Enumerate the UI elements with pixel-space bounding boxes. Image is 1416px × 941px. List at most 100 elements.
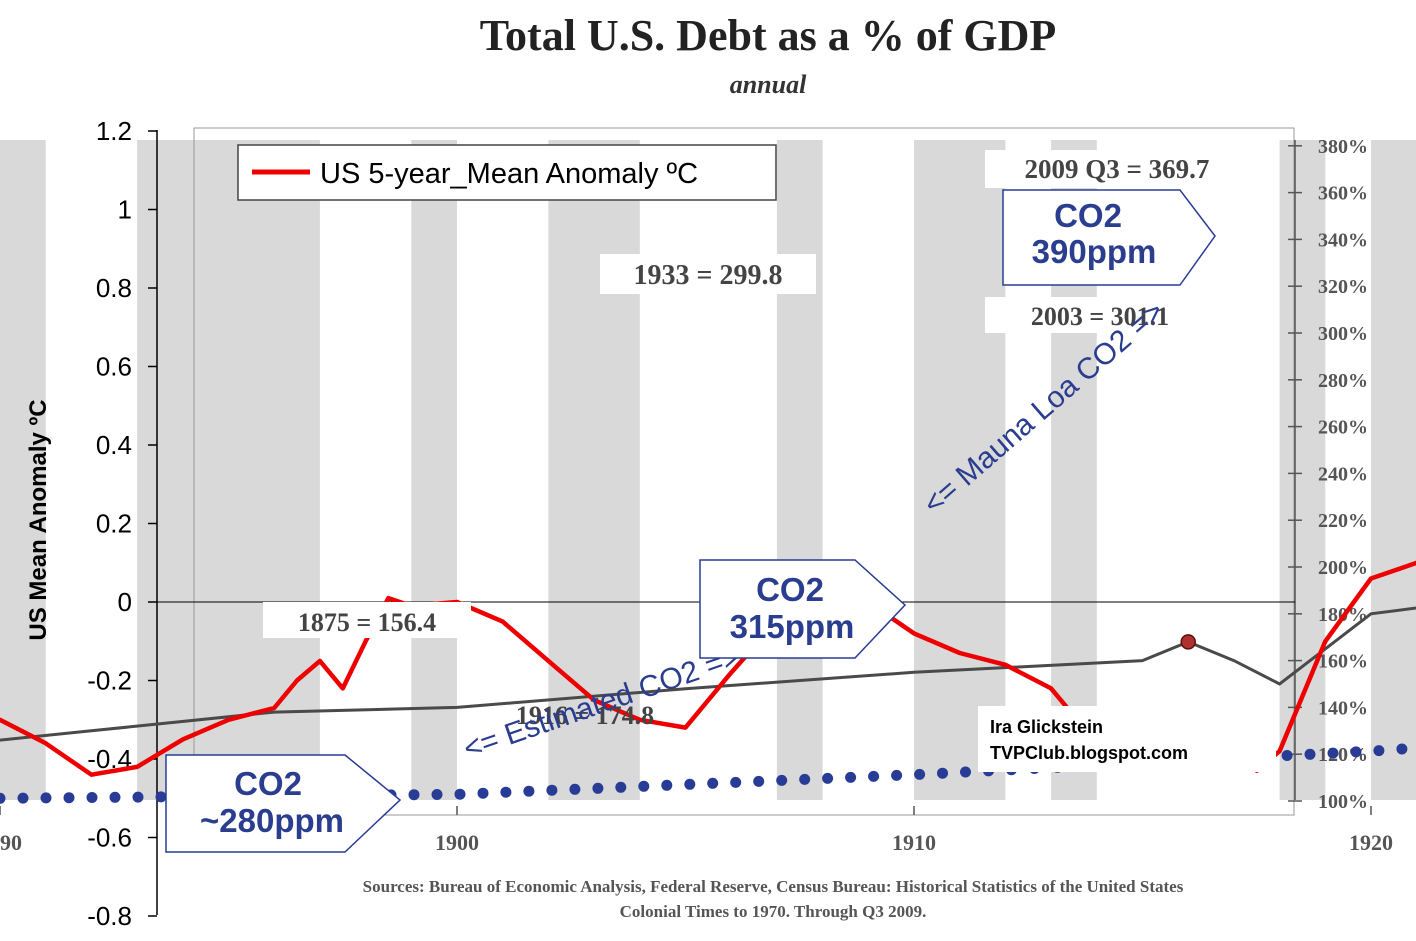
left-axis-tick-label: 0.2 bbox=[96, 509, 132, 539]
right-axis-tick-label: 240% bbox=[1318, 463, 1368, 485]
co2-dot bbox=[638, 780, 650, 792]
left-axis-tick-label: -0.8 bbox=[87, 901, 132, 931]
peak-label-1933: 1933 = 299.8 bbox=[634, 260, 783, 291]
co2-dot bbox=[408, 789, 420, 801]
co2-dot bbox=[109, 791, 121, 803]
peak-label-1875: 1875 = 156.4 bbox=[298, 608, 436, 637]
peak-labels: 1875 = 156.4 1916 = 174.8 1933 = 299.8 2… bbox=[263, 150, 1245, 730]
chart-title: Total U.S. Debt as a % of GDP bbox=[480, 11, 1057, 60]
co2-dot bbox=[1281, 750, 1293, 761]
co2-dot bbox=[937, 767, 948, 779]
x-axis-tick-label: 1900 bbox=[435, 830, 479, 855]
recession-band bbox=[914, 140, 1006, 800]
callout-280-line1: CO2 bbox=[234, 765, 302, 802]
right-axis-tick-label: 380% bbox=[1318, 136, 1368, 158]
x-axis-tick-label: 1910 bbox=[892, 830, 936, 855]
credit-box: Ira Glickstein TVPClub.blogspot.com bbox=[978, 706, 1276, 772]
co2-dot bbox=[868, 770, 880, 782]
recession-band bbox=[548, 140, 640, 800]
right-axis-tick-label: 100% bbox=[1318, 791, 1368, 813]
co2-dot bbox=[63, 792, 75, 804]
peak-label-box bbox=[263, 602, 471, 638]
co2-dot bbox=[822, 772, 834, 784]
credit-box-background bbox=[978, 706, 1276, 772]
left-axis-label: US Mean Anomaly ºC bbox=[25, 399, 52, 640]
legend-label: US 5-year_Mean Anomaly ºC bbox=[320, 158, 698, 190]
co2-dot bbox=[546, 784, 558, 796]
right-axis-tick-label: 300% bbox=[1318, 323, 1368, 345]
right-axis-tick-label: 280% bbox=[1318, 370, 1368, 392]
co2-dot bbox=[1396, 743, 1408, 755]
co2-dot bbox=[523, 785, 535, 797]
left-axis-tick-label: 0.4 bbox=[96, 430, 132, 460]
left-axis-tick-label: 1.2 bbox=[96, 116, 132, 146]
left-axis-tick-label: 0.8 bbox=[96, 273, 132, 303]
source-line-2: Colonial Times to 1970. Through Q3 2009. bbox=[620, 902, 927, 921]
peak-marker bbox=[1180, 634, 1196, 650]
right-axis-tick-label: 120% bbox=[1318, 744, 1368, 766]
left-axis-tick-label: 0.6 bbox=[96, 352, 132, 382]
co2-dot bbox=[155, 791, 167, 803]
x-axis-tick-label: 1920 bbox=[1349, 830, 1393, 855]
recession-band bbox=[1279, 140, 1326, 800]
right-axis-tick-label: 160% bbox=[1318, 651, 1368, 673]
co2-dot bbox=[0, 792, 6, 804]
callout-315-line1: CO2 bbox=[756, 571, 824, 608]
callout-390-line2: 390ppm bbox=[1032, 233, 1157, 270]
recession-band bbox=[137, 140, 320, 800]
co2-dot bbox=[914, 768, 926, 780]
recession-band bbox=[0, 140, 46, 800]
x-axis-tick-label: 1890 bbox=[0, 830, 22, 855]
co2-dot bbox=[132, 791, 144, 803]
co2-dot bbox=[661, 779, 673, 791]
co2-dot bbox=[1373, 745, 1385, 757]
right-axis-tick-label: 320% bbox=[1318, 276, 1368, 298]
right-axis-tick-label: 200% bbox=[1318, 557, 1368, 579]
peak-markers bbox=[1180, 634, 1196, 650]
legend-box bbox=[237, 144, 777, 201]
co2-dot bbox=[776, 774, 788, 786]
left-axis-tick-label: -0.2 bbox=[87, 666, 132, 696]
plot-area-frame bbox=[193, 127, 1295, 816]
co2-callout-280: CO2 ~280ppm bbox=[165, 754, 402, 853]
peak-label-box bbox=[985, 297, 1185, 333]
peak-label-2003: 2003 = 301.1 bbox=[1031, 302, 1169, 331]
peak-label-box bbox=[985, 150, 1245, 188]
co2-dot bbox=[799, 773, 811, 785]
co2-dot bbox=[707, 777, 719, 789]
recession-bands bbox=[0, 140, 1416, 800]
left-axis-tick-label: 0 bbox=[118, 587, 132, 617]
co2-dot bbox=[1327, 747, 1339, 759]
temperature-series-line bbox=[0, 560, 1416, 777]
callout-390-line1: CO2 bbox=[1054, 197, 1122, 234]
co2-dot bbox=[960, 766, 971, 778]
co2-callout-315: CO2 315ppm bbox=[699, 559, 907, 659]
credit-blog: TVPClub.blogspot.com bbox=[990, 743, 1188, 763]
co2-dot bbox=[17, 792, 29, 804]
co2-dot bbox=[477, 787, 489, 799]
callout-arrow-box bbox=[1002, 189, 1216, 286]
callout-280-line2: ~280ppm bbox=[200, 802, 344, 839]
right-axis-ticks: 380% 360% 340% 320% 300% 280% 260% 240% 220% 200%… bbox=[1288, 136, 1368, 813]
peak-label-2009: 2009 Q3 = 369.7 bbox=[1025, 154, 1210, 184]
right-axis-tick-label: 360% bbox=[1318, 183, 1368, 205]
co2-dot bbox=[615, 781, 627, 793]
x-axis-ticks: 1890190019101920193019401950196019701980… bbox=[0, 806, 1393, 855]
callout-315-line2: 315ppm bbox=[730, 608, 855, 645]
co2-dot bbox=[40, 792, 52, 804]
co2-dot bbox=[684, 778, 696, 790]
source-line-1: Sources: Bureau of Economic Analysis, Fe… bbox=[363, 877, 1184, 896]
co2-dot bbox=[845, 771, 857, 783]
co2-dot bbox=[431, 789, 443, 800]
credit-author: Ira Glickstein bbox=[990, 717, 1103, 737]
co2-dot bbox=[86, 792, 98, 803]
co2-dot bbox=[753, 775, 765, 787]
co2-dot bbox=[592, 782, 604, 794]
right-axis-tick-label: 340% bbox=[1318, 229, 1368, 251]
recession-band bbox=[411, 140, 457, 800]
left-axis-ticks: 1.210.80.60.40.20-0.2-0.4-0.6-0.8 bbox=[87, 116, 157, 931]
peak-label-1916: 1916 = 174.8 bbox=[516, 701, 654, 730]
co2-dot bbox=[891, 769, 903, 781]
peak-label-box bbox=[600, 254, 816, 294]
